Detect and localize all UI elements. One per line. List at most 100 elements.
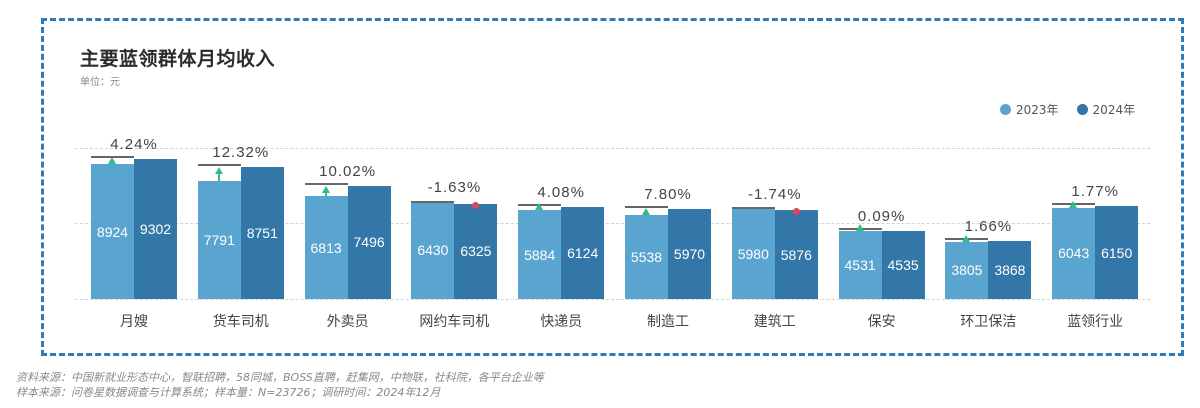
bar-value-2024: 4535 <box>887 256 919 273</box>
category-label: 网约车司机 <box>419 314 490 330</box>
bar-value-2023: 8924 <box>96 223 129 240</box>
category-label: 外卖员 <box>326 314 369 330</box>
bar-value-2023: 6813 <box>310 239 342 256</box>
bar-value-2023: 5884 <box>524 246 556 263</box>
bar-2024[interactable]: 6124 <box>561 206 605 299</box>
legend-dot-2024-icon <box>1076 104 1088 115</box>
reference-line <box>91 155 134 158</box>
legend-label-2024: 2024年 <box>1092 103 1136 117</box>
growth-label: 10.02% <box>319 162 377 180</box>
bar-value-2024: 6150 <box>1101 244 1133 261</box>
bar-group: 6813 7496 10.02% <box>304 148 391 299</box>
legend-dot-2023-icon <box>1000 104 1011 115</box>
bar-value-2023: 6430 <box>417 242 449 259</box>
increase-arrow-stem <box>217 172 220 182</box>
increase-arrow-icon <box>214 166 223 174</box>
bar-group: 4531 4535 0.09% <box>838 148 925 299</box>
growth-label: 0.09% <box>857 207 906 225</box>
bar-2023[interactable]: 3805 <box>945 241 989 299</box>
bar-value-2023: 6043 <box>1058 245 1090 262</box>
bar-value-2024: 8751 <box>246 224 278 241</box>
increase-arrow-icon <box>855 223 864 231</box>
bar-2023[interactable]: 6430 <box>411 201 455 299</box>
bar-2023[interactable]: 5884 <box>518 210 562 299</box>
chart-title: 主要蓝领群体月均收入 <box>80 48 276 70</box>
bar-group: 8924 9302 4.24% <box>91 136 177 299</box>
bar-value-2023: 4531 <box>844 256 876 273</box>
bar-group: 5884 6124 4.08% <box>518 148 605 299</box>
bar-value-2024: 6325 <box>460 243 492 260</box>
increase-arrow-icon <box>962 234 971 242</box>
growth-label: 12.32% <box>212 143 270 161</box>
increase-arrow-icon <box>642 208 650 216</box>
gridline-0 <box>75 299 1150 300</box>
bar-value-2024: 9302 <box>139 220 172 237</box>
bar-group: 6430 6325 -1.63% <box>411 148 498 299</box>
growth-label: -1.63% <box>427 178 482 196</box>
bar-2023[interactable]: 6043 <box>1052 207 1096 299</box>
increase-arrow-icon <box>535 203 544 211</box>
growth-label: 4.08% <box>537 183 585 201</box>
category-label: 月嫂 <box>120 314 148 330</box>
bar-group: 3805 3868 1.66% <box>945 148 1032 299</box>
legend-item-2024[interactable]: 2024年 <box>1076 101 1136 118</box>
plot-area: 8924 9302 4.24% 7791 8751 12.32% 6813 7496 10.02… <box>75 136 1150 300</box>
unit-label: 单位：元 <box>80 77 120 88</box>
category-label: 蓝领行业 <box>1067 314 1124 330</box>
bar-2023[interactable]: 8924 <box>91 164 134 299</box>
bar-value-2023: 7791 <box>203 232 235 249</box>
bar-value-2024: 5876 <box>780 246 812 263</box>
bar-2023[interactable]: 5538 <box>625 215 668 299</box>
bar-2023[interactable]: 4531 <box>838 230 882 299</box>
bar-2024[interactable]: 4535 <box>881 230 925 299</box>
increase-arrow-stem <box>324 191 327 197</box>
bar-2023[interactable]: 6813 <box>304 196 348 299</box>
decrease-marker-icon <box>792 208 800 216</box>
reference-line <box>731 207 775 210</box>
bar-2024[interactable]: 5970 <box>668 208 711 299</box>
category-label: 货车司机 <box>212 314 269 330</box>
increase-arrow-icon <box>321 185 330 193</box>
growth-label: 1.77% <box>1071 183 1119 201</box>
growth-label: 1.66% <box>964 217 1013 235</box>
bar-2023[interactable]: 5980 <box>731 208 775 299</box>
bar-2024[interactable]: 6325 <box>454 203 498 299</box>
increase-arrow-icon <box>108 157 116 165</box>
bar-value-2024: 6124 <box>567 244 599 261</box>
bar-2024[interactable]: 3868 <box>988 240 1032 299</box>
source-notes: 资料来源：中国新就业形态中心，智联招聘，58同城，BOSS直聘，赶集网，中物联，… <box>16 370 544 400</box>
reference-line <box>197 163 241 166</box>
bar-2024[interactable]: 7496 <box>347 185 391 299</box>
bar-value-2023: 3805 <box>951 262 983 279</box>
gridline-10000 <box>75 148 1150 149</box>
bar-2024[interactable]: 9302 <box>134 158 177 299</box>
increase-arrow-icon <box>1069 200 1078 208</box>
bar-group: 6043 6150 1.77% <box>1052 148 1139 299</box>
bar-2023[interactable]: 7791 <box>197 181 241 299</box>
category-label: 制造工 <box>647 314 689 330</box>
bar-2024[interactable]: 8751 <box>240 166 284 299</box>
bar-group: 7791 8751 12.32% <box>197 144 284 299</box>
growth-label: -1.74% <box>748 185 802 203</box>
category-label: 环卫保洁 <box>960 314 1017 330</box>
bar-2024[interactable]: 6150 <box>1095 206 1139 299</box>
growth-label: 7.80% <box>644 185 692 203</box>
bar-value-2024: 3868 <box>994 261 1026 278</box>
bar-2024[interactable]: 5876 <box>774 210 818 299</box>
reference-line <box>304 182 348 185</box>
legend-item-2023[interactable]: 2023年 <box>1000 101 1059 118</box>
legend: 2023年 2024年 <box>1000 101 1135 118</box>
source-note-2: 样本来源：问卷星数据调查与计算系统；样本量：N=23726；调研时间：2024年… <box>16 386 441 399</box>
bar-group: 5980 5876 -1.74% <box>731 148 818 299</box>
reference-line <box>625 205 668 208</box>
source-note-1: 资料来源：中国新就业形态中心，智联招聘，58同城，BOSS直聘，赶集网，中物联，… <box>16 371 544 384</box>
decrease-marker-icon <box>472 201 480 209</box>
bar-group: 5538 5970 7.80% <box>625 148 711 299</box>
chart-frame <box>41 18 1184 356</box>
growth-label: 4.24% <box>110 135 158 153</box>
category-label: 保安 <box>867 314 896 330</box>
category-label: 快递员 <box>540 314 583 330</box>
reference-line <box>411 200 455 203</box>
bar-value-2024: 5970 <box>673 245 706 262</box>
bar-value-2023: 5980 <box>737 245 769 262</box>
